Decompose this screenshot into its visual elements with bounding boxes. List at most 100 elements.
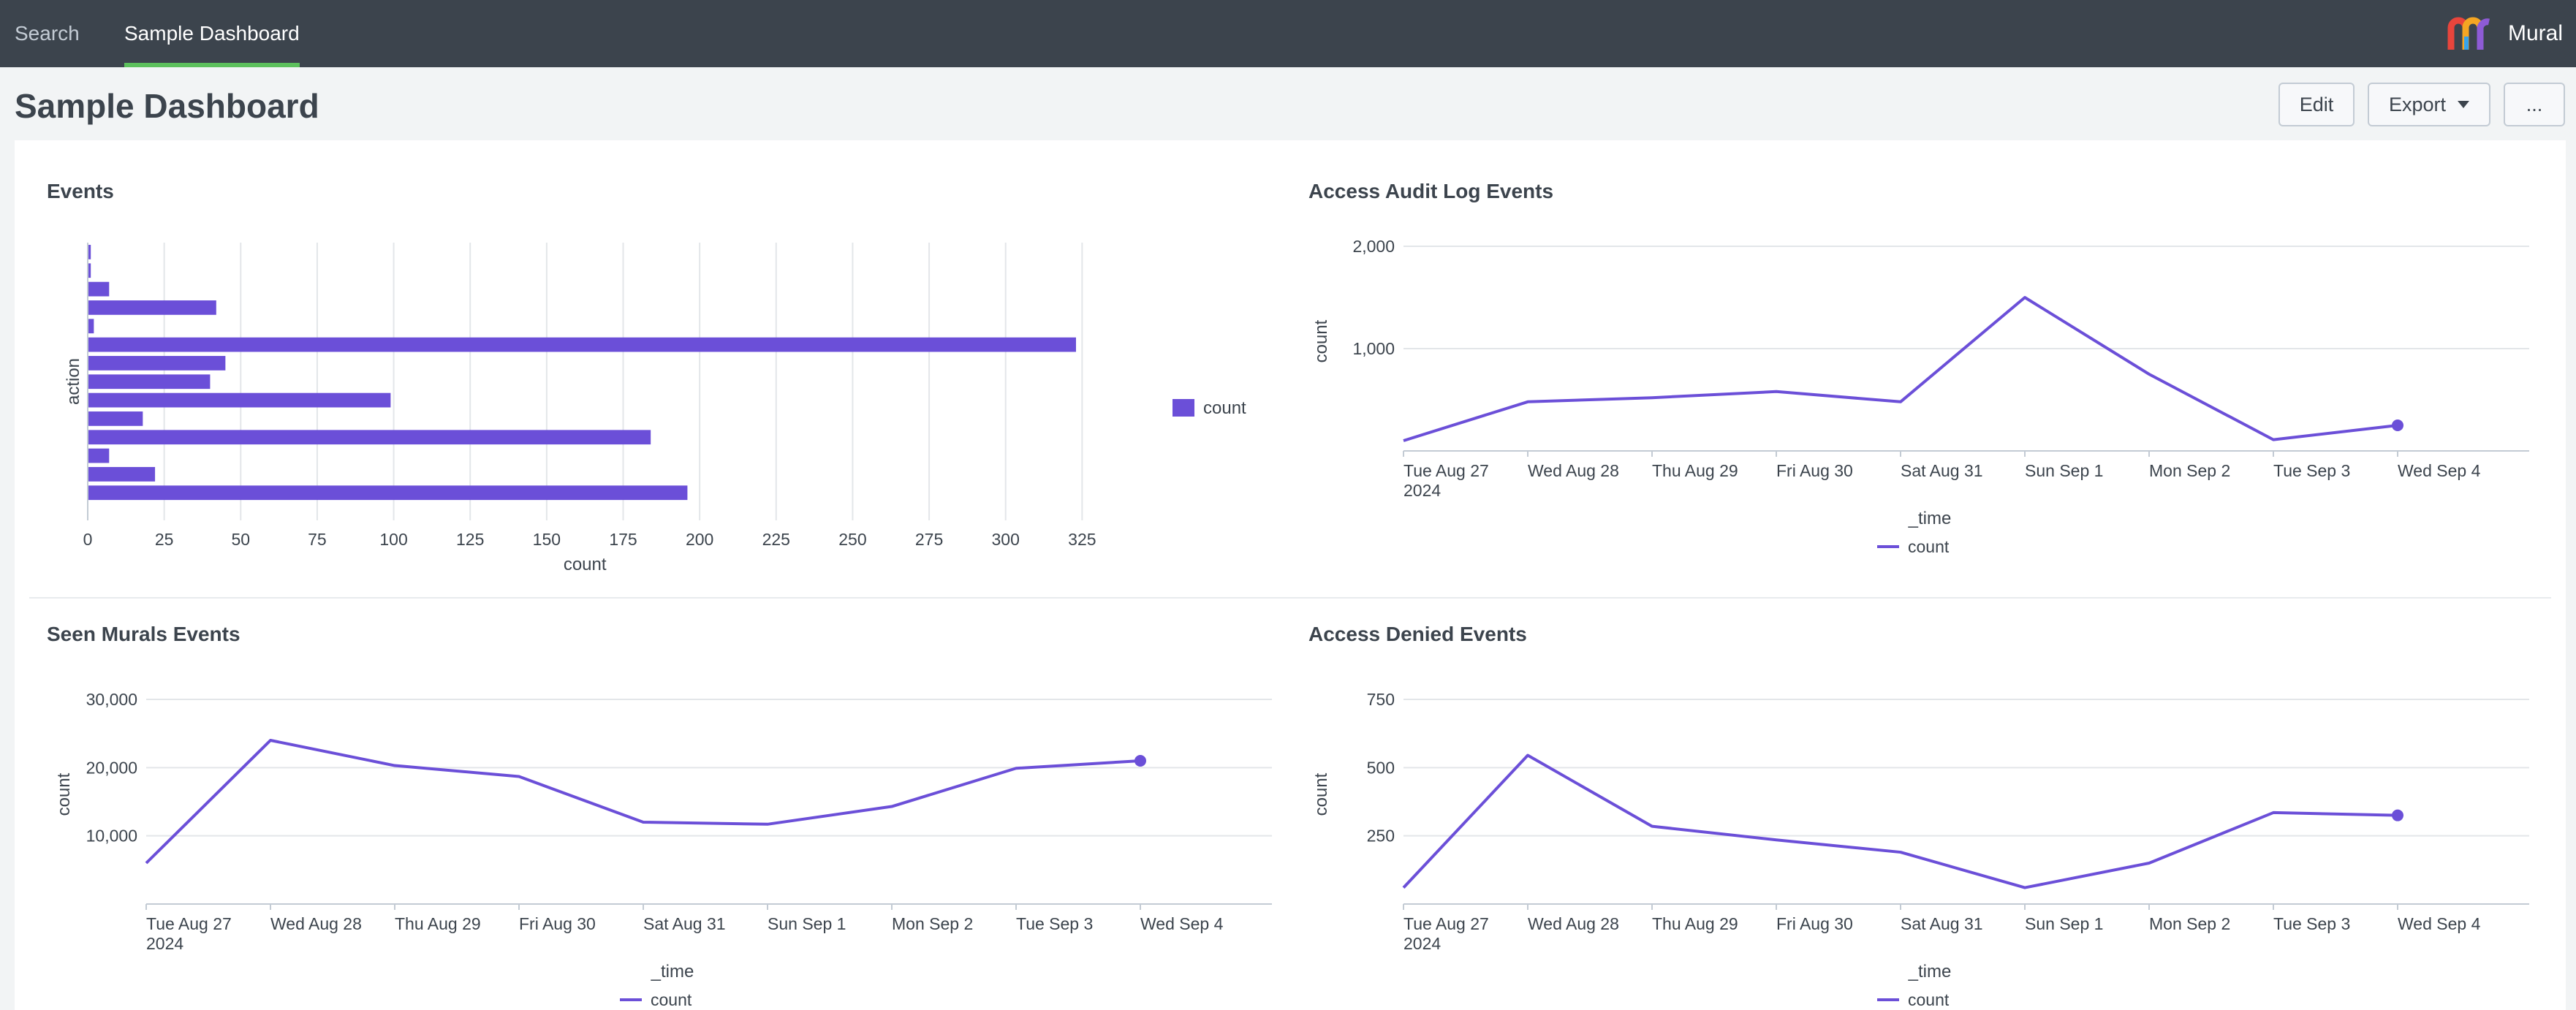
x-tick-label: Tue Aug 27 xyxy=(1403,914,1489,933)
viz-title-access-denied: Access Denied Events xyxy=(1308,623,1527,645)
bar xyxy=(88,263,91,278)
y-tick-label: 10,000 xyxy=(86,827,137,846)
legend-swatch xyxy=(1173,399,1194,417)
x-tick-label: Sun Sep 1 xyxy=(2025,914,2103,933)
dashboard-panel: Events 0 25 50 75 100 125 150 175 200 225 250 275 30… xyxy=(15,140,2566,1010)
series-end-point xyxy=(2392,419,2403,431)
bar xyxy=(88,356,226,371)
y-tick-label: 750 xyxy=(1367,690,1395,709)
x-tick-label: Mon Sep 2 xyxy=(2149,461,2230,480)
y-axis-title: action xyxy=(64,358,83,405)
x-tick-label: 150 xyxy=(533,530,561,549)
legend-label: count xyxy=(1203,398,1246,418)
x-tick-sublabel: 2024 xyxy=(1403,481,1441,500)
x-tick-label: Tue Sep 3 xyxy=(2273,461,2350,480)
y-tick-label: 30,000 xyxy=(86,690,137,709)
x-tick-label: Sat Aug 31 xyxy=(643,914,726,933)
x-tick-label: Fri Aug 30 xyxy=(1776,461,1853,480)
x-tick-label: 200 xyxy=(686,530,713,549)
x-axis-title: count xyxy=(564,555,607,574)
x-tick-label: Wed Aug 28 xyxy=(1528,461,1619,480)
brand-name: Mural xyxy=(2507,21,2563,45)
x-tick-label: Fri Aug 30 xyxy=(519,914,596,933)
bar xyxy=(88,392,391,408)
bar xyxy=(88,485,688,501)
x-tick-label: 175 xyxy=(609,530,637,549)
access-denied-line-chart[interactable]: 250 500 750 Tue Aug 27 Wed Aug 28 Thu Aug 29 F… xyxy=(1272,593,2544,1009)
x-tick-label: Tue Aug 27 xyxy=(146,914,232,933)
events-bar-chart[interactable]: 0 25 50 75 100 125 150 175 200 225 250 275 300 325 cou… xyxy=(15,140,1272,574)
page-title: Sample Dashboard xyxy=(15,87,319,125)
edit-button[interactable]: Edit xyxy=(2278,83,2355,126)
x-tick-label: 0 xyxy=(83,530,93,549)
x-tick-label: Tue Sep 3 xyxy=(2273,914,2350,933)
x-tick-label: 75 xyxy=(308,530,327,549)
export-button[interactable]: Export xyxy=(2368,83,2490,126)
y-axis-title: count xyxy=(1311,319,1331,362)
bar xyxy=(88,245,91,259)
export-button-label: Export xyxy=(2388,93,2447,115)
x-tick-label: 50 xyxy=(231,530,250,549)
legend-label: count xyxy=(1908,537,1950,556)
bar xyxy=(88,300,216,315)
bar xyxy=(88,411,143,426)
x-tick-label: Tue Sep 3 xyxy=(1016,914,1093,933)
x-tick-label: Wed Aug 28 xyxy=(270,914,362,933)
row-divider xyxy=(29,597,2551,599)
x-tick-label: Thu Aug 29 xyxy=(395,914,481,933)
x-tick-label: Thu Aug 29 xyxy=(1652,461,1738,480)
bar xyxy=(88,467,156,482)
x-tick-label: Wed Sep 4 xyxy=(2398,461,2481,480)
x-tick-label: Wed Aug 28 xyxy=(1528,914,1619,933)
x-tick-label: 100 xyxy=(379,530,407,549)
series-line xyxy=(145,739,1141,865)
edit-button-label: Edit xyxy=(2299,93,2334,115)
x-tick-label: 325 xyxy=(1068,530,1096,549)
x-tick-label: Tue Aug 27 xyxy=(1403,461,1489,480)
more-actions-button[interactable]: ... xyxy=(2504,83,2565,126)
x-axis-title: _time xyxy=(651,962,694,981)
more-actions-label: ... xyxy=(2526,93,2543,115)
x-tick-label: 275 xyxy=(915,530,943,549)
x-tick-label: 125 xyxy=(456,530,484,549)
brand[interactable]: Mural xyxy=(2447,0,2563,67)
x-tick-label: Mon Sep 2 xyxy=(2149,914,2230,933)
x-tick-label: Sat Aug 31 xyxy=(1901,461,1983,480)
legend-label: count xyxy=(651,990,692,1009)
mural-logo-icon xyxy=(2447,17,2490,50)
y-axis-title: count xyxy=(54,772,74,816)
x-tick-label: Wed Sep 4 xyxy=(2398,914,2481,933)
x-tick-label: Sat Aug 31 xyxy=(1901,914,1983,933)
legend-label: count xyxy=(1908,990,1950,1009)
x-axis-title: _time xyxy=(1908,962,1952,981)
bar xyxy=(88,374,211,390)
series-end-point xyxy=(2392,809,2403,821)
y-tick-label: 1,000 xyxy=(1352,339,1395,358)
x-tick-sublabel: 2024 xyxy=(146,934,183,953)
bar xyxy=(88,337,1076,352)
series-line xyxy=(1402,753,2398,889)
bar xyxy=(88,319,94,334)
access-audit-line-chart[interactable]: 1,000 2,000 Tue Aug 27 Wed Aug 28 Thu Aug 29… xyxy=(1272,140,2544,556)
x-tick-label: 225 xyxy=(762,530,790,549)
viz-title-seen-murals: Seen Murals Events xyxy=(47,623,240,645)
y-axis-title: count xyxy=(1311,772,1331,816)
viz-title-access-audit: Access Audit Log Events xyxy=(1308,180,1554,202)
series-end-point xyxy=(1134,755,1146,767)
chevron-down-icon xyxy=(2458,101,2470,108)
x-axis-title: _time xyxy=(1908,509,1952,528)
x-tick-label: Thu Aug 29 xyxy=(1652,914,1738,933)
series-line xyxy=(1403,296,2398,442)
x-tick-label: Wed Sep 4 xyxy=(1140,914,1224,933)
bar xyxy=(88,430,651,445)
y-tick-label: 500 xyxy=(1367,758,1395,777)
y-tick-label: 2,000 xyxy=(1352,237,1395,256)
x-tick-label: Sun Sep 1 xyxy=(768,914,846,933)
seen-murals-line-chart[interactable]: 10,000 20,000 30,000 Tue Aug 27 Wed Aug 28 Th… xyxy=(15,593,1287,1009)
tab-sample-dashboard[interactable]: Sample Dashboard xyxy=(124,0,300,67)
bar xyxy=(88,281,110,297)
bar xyxy=(88,448,110,463)
tab-search[interactable]: Search xyxy=(15,22,80,45)
x-tick-label: Mon Sep 2 xyxy=(892,914,973,933)
x-tick-label: 300 xyxy=(992,530,1020,549)
